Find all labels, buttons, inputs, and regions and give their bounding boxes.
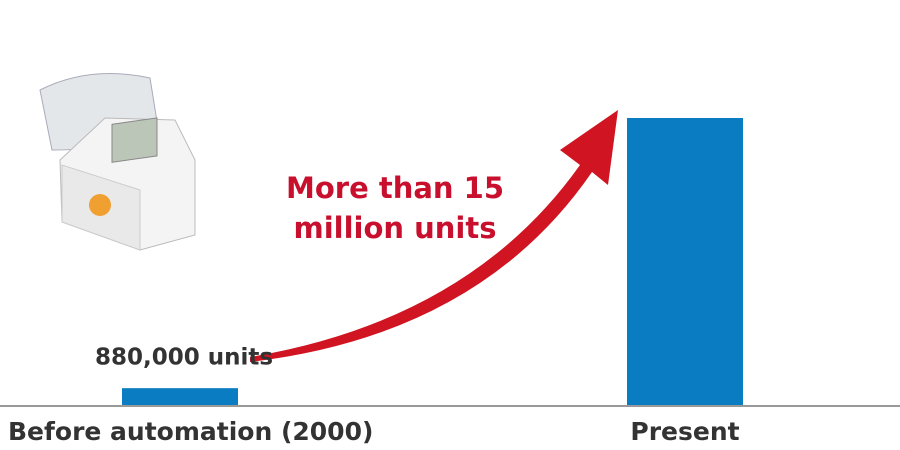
device-illustration [39, 73, 196, 251]
bar [627, 118, 743, 405]
value-label: More than 15 million units [285, 171, 505, 245]
bar [122, 388, 238, 405]
x-tick-label: Before automation (2000) [8, 417, 373, 446]
x-tick-label: Present [630, 417, 739, 446]
value-label: 880,000 units [95, 345, 273, 371]
